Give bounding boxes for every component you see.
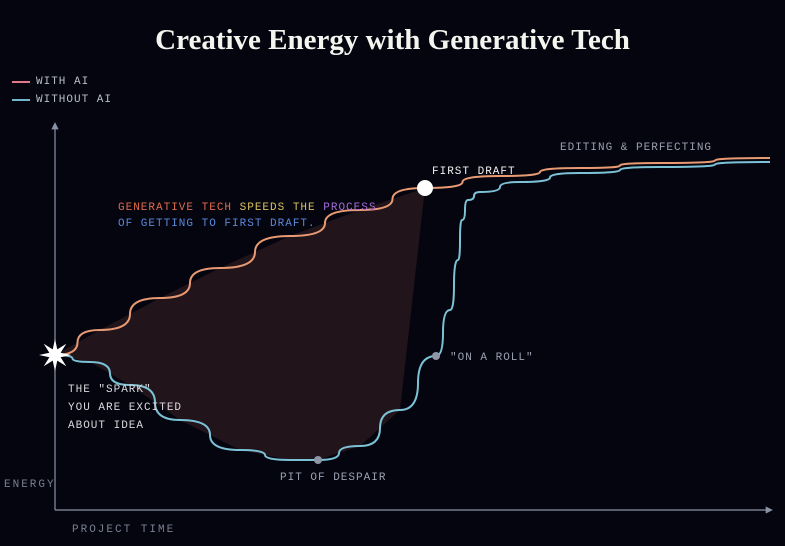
editing-label: EDITING & PERFECTING — [560, 142, 712, 154]
first-draft-label: FIRST DRAFT — [432, 166, 516, 178]
roll-dot — [432, 352, 440, 360]
spark-icon — [39, 339, 71, 371]
on-roll-label: "ON A ROLL" — [450, 352, 534, 364]
pit-label: PIT OF DESPAIR — [280, 472, 386, 484]
y-axis-label: ENERGY — [4, 479, 56, 491]
first-draft-dot — [417, 180, 433, 196]
caption-line2: OF GETTING TO FIRST DRAFT. — [118, 218, 316, 230]
pit-dot — [314, 456, 322, 464]
caption-seg-2: SPEEDS THE — [240, 202, 324, 214]
chart-svg: ENERGY PROJECT TIME FIRST DRAFT EDITING … — [0, 0, 785, 546]
spark-label-line2: YOU ARE EXCITED — [68, 402, 182, 414]
spark-label-line3: ABOUT IDEA — [68, 420, 144, 432]
x-axis-label: PROJECT TIME — [72, 524, 175, 536]
spark-label-line1: THE "SPARK" — [68, 384, 152, 396]
caption-seg-3: PROCESS — [323, 202, 376, 214]
caption-seg-1: GENERATIVE TECH — [118, 202, 240, 214]
